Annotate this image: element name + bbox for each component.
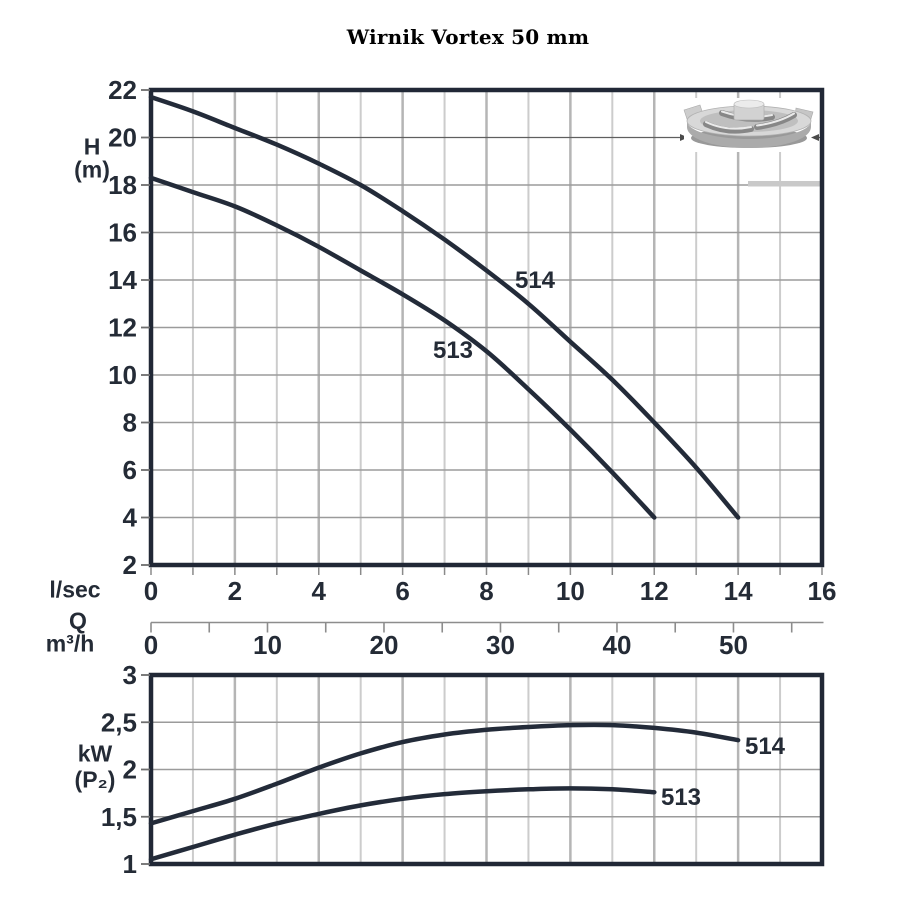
x-axis-symbol-q: Q [69,607,87,634]
svg-text:50: 50 [719,630,748,660]
curve-513-power [148,786,657,862]
svg-text:10: 10 [556,576,585,606]
svg-text:12: 12 [108,313,137,343]
y-axis-unit-m: (m) [74,156,110,183]
curve-514-head [148,94,741,520]
m3h-ruler: 0 10 20 30 40 50 [144,621,824,660]
x-axis-unit-lsec: l/sec [49,576,101,603]
head-y-ticks: 22 20 18 16 14 12 10 8 6 4 2 [108,75,150,580]
curve-513-head [148,175,657,520]
page-title: Wirnik Vortex 50 mm [346,25,590,49]
svg-text:0: 0 [144,576,158,606]
svg-text:4: 4 [312,576,327,606]
svg-text:10: 10 [253,630,282,660]
curve-label-514-power: 514 [744,733,786,760]
head-chart-frame [148,87,825,568]
svg-text:1,5: 1,5 [101,802,137,832]
head-x-ticks: 0 2 4 6 8 10 12 14 16 [144,567,837,606]
svg-text:12: 12 [640,576,669,606]
y-axis-unit-h: H [83,133,101,160]
svg-text:2: 2 [123,755,137,785]
svg-text:2: 2 [228,576,242,606]
impeller-image [683,98,820,187]
svg-text:14: 14 [724,576,753,606]
svg-text:40: 40 [603,630,632,660]
curve-label-513-power: 513 [660,784,702,811]
power-chart: 3 2,5 2 1,5 1 [101,660,825,879]
x-axis-unit-m3h: m³/h [45,630,95,657]
y-axis-unit-kw: kW [77,740,113,767]
svg-text:8: 8 [123,408,137,438]
curve-514-power [148,722,741,826]
svg-text:6: 6 [395,576,409,606]
svg-text:22: 22 [108,75,137,105]
svg-text:4: 4 [123,503,138,533]
svg-text:1: 1 [123,849,137,879]
svg-text:30: 30 [486,630,515,660]
svg-text:2,5: 2,5 [101,707,137,737]
svg-text:10: 10 [108,360,137,390]
head-grid-horizontal [153,134,820,519]
curve-label-513-head: 513 [432,337,474,364]
power-chart-frame [148,672,825,867]
svg-text:2: 2 [123,550,137,580]
svg-text:16: 16 [108,218,137,248]
svg-text:20: 20 [370,630,399,660]
curve-label-514-head: 514 [514,267,556,294]
svg-text:16: 16 [808,576,837,606]
svg-text:3: 3 [123,660,137,690]
svg-text:0: 0 [144,630,158,660]
svg-text:18: 18 [108,170,137,200]
svg-text:6: 6 [123,455,137,485]
y-axis-unit-p2: (P₂) [74,766,116,793]
svg-text:20: 20 [108,123,137,153]
svg-text:8: 8 [479,576,493,606]
svg-text:14: 14 [108,265,137,295]
